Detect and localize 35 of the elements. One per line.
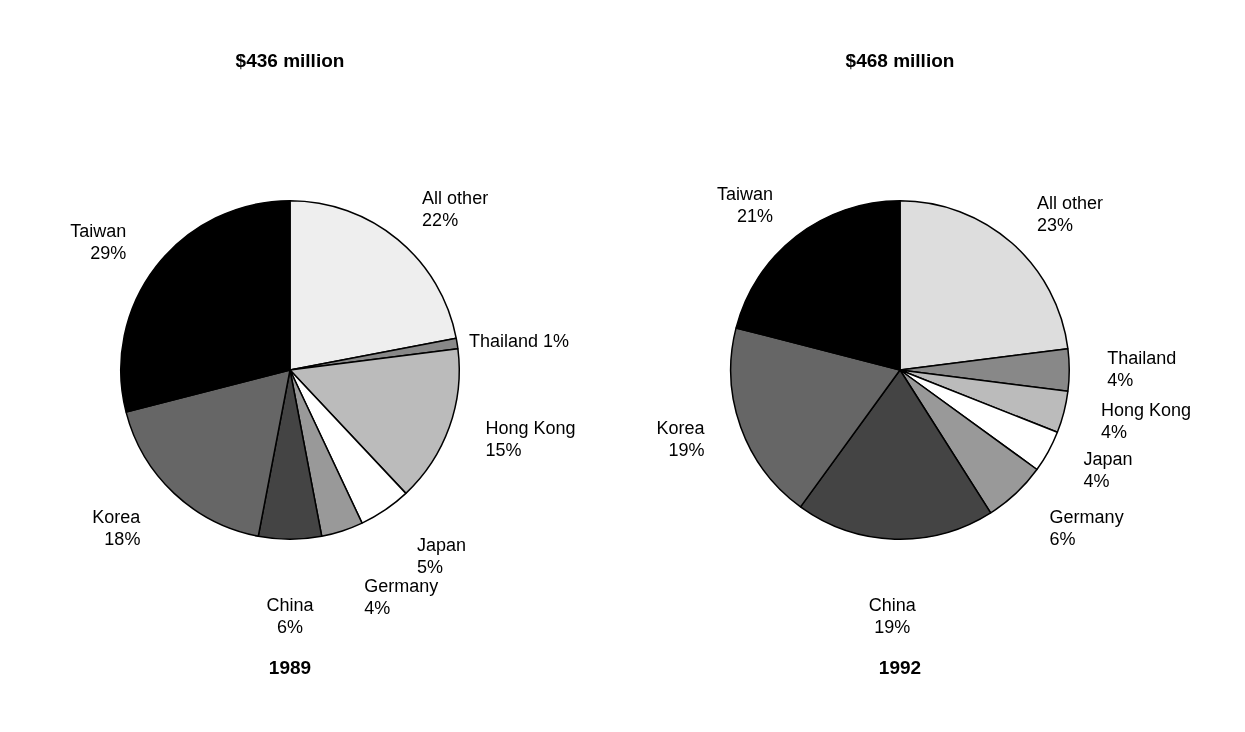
text: 1989 [268,656,312,678]
text: 1992 [878,656,922,678]
data-label: 4% [1083,470,1110,491]
data-label: 6% [1049,529,1076,550]
data-label: 23% [1037,214,1074,235]
data-label: 19% [668,440,705,461]
data-label: 5% [417,556,444,577]
slice-label: Hong Kong [1100,399,1191,420]
slice-label: Korea [92,507,142,528]
slice-label: Taiwan [716,184,773,205]
slice-label: Japan [1083,448,1133,469]
slice-label: All other [1037,192,1104,213]
slice-label: Hong Kong [485,418,576,439]
slice-label: Taiwan [70,220,127,241]
data-label: 29% [90,242,127,263]
slice-label: Thailand [1107,347,1177,368]
data-label: 18% [104,529,141,550]
data-label: 22% [422,210,459,231]
slice-label: Germany [364,576,439,597]
slice-label: All other [422,188,489,209]
slice-label: Japan [417,534,467,555]
slice-label: Korea [656,418,706,439]
slice-label: Germany [1049,507,1124,528]
data-label: 15% [485,440,522,461]
data-label: 4% [1107,369,1134,390]
chart-title: $468 million [845,49,955,71]
data-label: 19% [874,617,911,638]
data-label: 4% [1100,421,1127,442]
data-label: 6% [276,617,304,638]
chart-title: $436 million [235,49,345,71]
slice-label: China [266,595,315,616]
slice-label: Thailand 1% [469,330,570,351]
data-label: 21% [736,206,773,227]
slice-label: China [868,595,917,616]
data-label: 4% [364,598,391,619]
